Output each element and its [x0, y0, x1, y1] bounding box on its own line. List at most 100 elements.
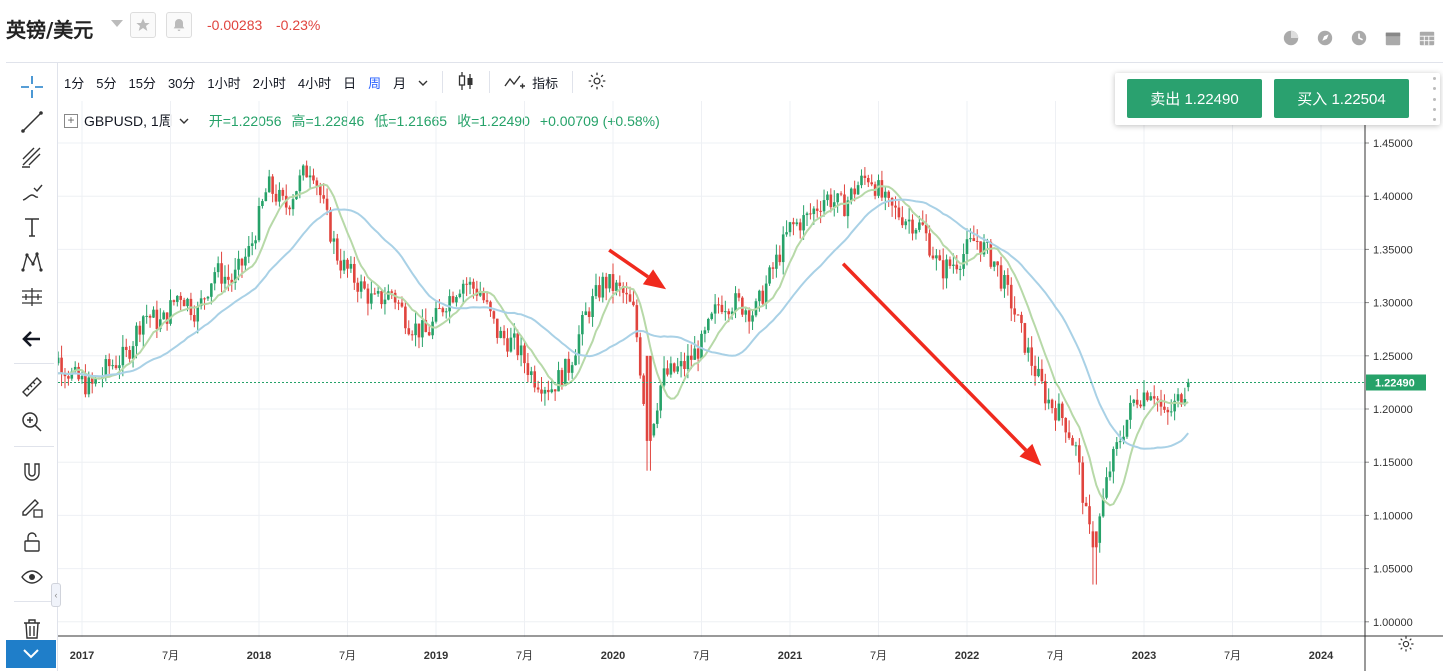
candle-body — [502, 330, 506, 339]
chevron-down-icon[interactable] — [179, 117, 189, 125]
magnet-tool[interactable] — [6, 456, 58, 488]
clock-icon[interactable] — [1349, 28, 1369, 48]
unlock-tool[interactable] — [6, 526, 58, 558]
tf-4h[interactable]: 4小时 — [297, 75, 332, 91]
tf-1h[interactable]: 1小时 — [207, 75, 241, 91]
buy-button[interactable]: 买入 1.22504 — [1274, 79, 1409, 118]
expand-legend-icon[interactable]: + — [64, 114, 78, 128]
ruler-tool[interactable] — [6, 371, 58, 403]
candle-body — [380, 291, 383, 305]
candle-body — [1173, 400, 1176, 412]
candle-body — [894, 205, 897, 208]
candle-body — [458, 293, 462, 298]
back-tool[interactable] — [6, 323, 58, 355]
candle-body — [608, 274, 611, 289]
legend-symbol[interactable]: GBPUSD, 1周 — [84, 113, 173, 129]
price-tick-label: 1.05000 — [1373, 564, 1413, 576]
crosshair-tool[interactable] — [6, 71, 58, 103]
candle-body — [1061, 403, 1064, 418]
candle-body — [465, 283, 468, 285]
candle-body — [193, 315, 196, 322]
toolbar-divider — [442, 71, 444, 93]
chart-type-button[interactable] — [451, 71, 481, 94]
candle-body — [935, 255, 938, 259]
sell-button[interactable]: 卖出 1.22490 — [1127, 79, 1262, 118]
candle-body — [155, 309, 159, 330]
candle-body — [669, 363, 673, 375]
trendline-tool[interactable] — [6, 106, 58, 138]
candle-body — [182, 299, 186, 307]
tf-month[interactable]: 月 — [393, 75, 407, 91]
candle-body — [519, 345, 523, 356]
candle-body — [707, 318, 710, 331]
candle-body — [499, 330, 502, 338]
candle-body — [1098, 516, 1102, 543]
prediction-tool[interactable] — [6, 281, 58, 313]
candle-body — [250, 243, 254, 246]
delete-tool[interactable] — [6, 613, 58, 645]
fib-tool[interactable] — [6, 141, 58, 173]
panel-grip-icon[interactable] — [1433, 77, 1436, 121]
candle-body — [526, 363, 530, 375]
alert-button[interactable] — [166, 12, 192, 38]
candle-body — [461, 283, 465, 294]
title-dropdown-icon[interactable] — [111, 20, 123, 27]
time-tick-label: 7月 — [1047, 650, 1064, 662]
tf-2h[interactable]: 2小时 — [252, 75, 286, 91]
axis-settings-button[interactable] — [1397, 635, 1415, 658]
candle-body — [1118, 441, 1122, 443]
candle-body — [339, 260, 342, 271]
lock-drawing-tool[interactable] — [6, 491, 58, 523]
eye-icon — [21, 570, 43, 584]
candle-body — [999, 265, 1003, 289]
candle-body — [778, 254, 782, 263]
settings-button[interactable] — [581, 71, 613, 94]
text-tool[interactable] — [6, 211, 58, 243]
visibility-tool[interactable] — [6, 561, 58, 593]
pattern-tool[interactable] — [6, 246, 58, 278]
price-tick-label: 1.45000 — [1373, 138, 1413, 150]
calendar-icon[interactable] — [1383, 28, 1403, 48]
candle-body — [281, 189, 285, 196]
tf-15m[interactable]: 15分 — [128, 75, 156, 91]
candle-body — [523, 345, 526, 364]
tf-1m[interactable]: 1分 — [64, 75, 85, 91]
toolbar-collapse-handle[interactable]: ‹ — [51, 583, 61, 607]
candle-body — [264, 192, 268, 202]
zoom-tool[interactable] — [6, 406, 58, 438]
candle-body — [141, 316, 145, 335]
time-tick-label: 2022 — [955, 650, 979, 662]
candle-body — [274, 193, 278, 202]
candle-body — [305, 165, 308, 178]
header-tools — [1281, 28, 1437, 48]
candle-body — [237, 258, 240, 270]
price-chart[interactable]: 1.45000 1.40000 1.35000 1.30000 1.25000 1.200… — [58, 101, 1443, 671]
tf-30m[interactable]: 30分 — [167, 75, 196, 91]
candle-body — [1033, 365, 1037, 377]
candle-body — [594, 285, 598, 297]
pie-chart-icon[interactable] — [1281, 28, 1301, 48]
favorite-button[interactable] — [130, 12, 156, 38]
tf-5m[interactable]: 5分 — [96, 75, 117, 91]
candle-body — [724, 311, 727, 313]
brush-tool[interactable] — [6, 176, 58, 208]
candle-body — [278, 189, 281, 202]
indicators-button[interactable]: 指标 — [498, 73, 564, 92]
candle-body — [1115, 442, 1119, 449]
time-tick-label: 2024 — [1309, 650, 1334, 662]
timeframe-dropdown[interactable] — [412, 75, 434, 90]
candle-body — [84, 376, 87, 395]
time-tick-label: 7月 — [339, 650, 356, 662]
candle-body — [662, 368, 666, 386]
tf-day[interactable]: 日 — [343, 75, 357, 91]
candle-body — [849, 188, 853, 201]
compass-icon[interactable] — [1315, 28, 1335, 48]
candle-body — [383, 299, 387, 305]
calendar-grid-icon[interactable] — [1417, 28, 1437, 48]
tf-week[interactable]: 周 — [368, 75, 382, 91]
candle-body — [635, 305, 639, 338]
toolbar-expand-button[interactable] — [6, 640, 56, 668]
candle-body — [703, 330, 707, 334]
candle-body — [332, 238, 336, 242]
candle-body — [570, 365, 574, 373]
